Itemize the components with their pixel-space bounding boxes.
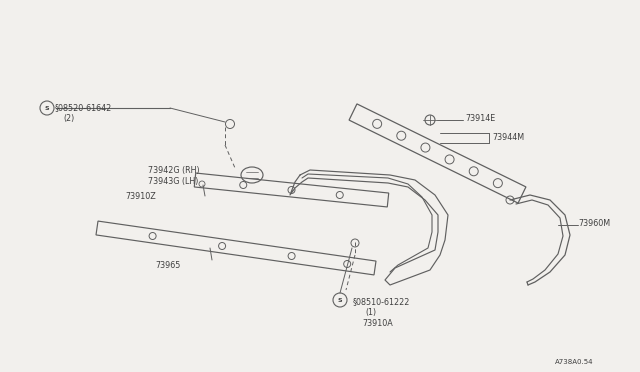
Text: 73965: 73965	[155, 260, 180, 269]
Text: 73960M: 73960M	[578, 218, 610, 228]
Text: S: S	[338, 298, 342, 302]
Text: §08510-61222: §08510-61222	[353, 298, 410, 307]
Text: 73944M: 73944M	[492, 132, 524, 141]
Text: 73942G (RH): 73942G (RH)	[148, 166, 200, 174]
Text: S: S	[45, 106, 49, 110]
Text: 73943G (LH): 73943G (LH)	[148, 176, 198, 186]
Text: 73910A: 73910A	[362, 318, 393, 327]
Text: (2): (2)	[63, 113, 74, 122]
Text: 73914E: 73914E	[465, 113, 495, 122]
Text: A738A0.54: A738A0.54	[555, 359, 593, 365]
Text: 73910Z: 73910Z	[125, 192, 156, 201]
Text: (1): (1)	[365, 308, 376, 317]
Text: §08520-61642: §08520-61642	[55, 103, 112, 112]
